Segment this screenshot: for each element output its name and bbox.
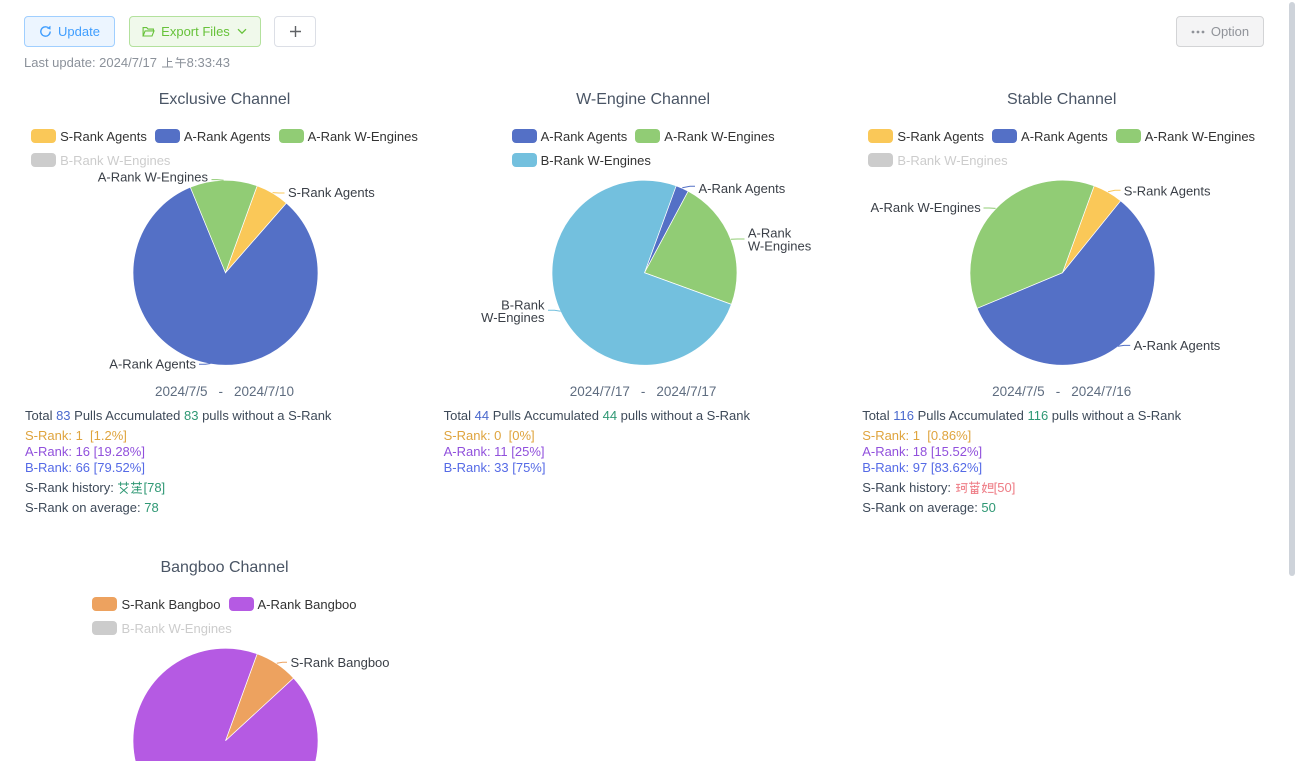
- svg-text:W-Engines: W-Engines: [747, 238, 811, 253]
- svg-text:W-Engines: W-Engines: [481, 310, 545, 325]
- svg-text:A-Rank Agents: A-Rank Agents: [109, 356, 196, 371]
- svg-text:A-Rank W-Engines: A-Rank W-Engines: [98, 170, 209, 185]
- svg-text:S-Rank Agents: S-Rank Agents: [1124, 184, 1211, 199]
- svg-text:S-Rank Bangboo: S-Rank Bangboo: [291, 655, 390, 670]
- svg-text:B-Rank: B-Rank: [501, 298, 545, 313]
- svg-text:A-Rank Agents: A-Rank Agents: [698, 181, 785, 196]
- svg-text:A-Rank W-Engines: A-Rank W-Engines: [871, 200, 982, 215]
- svg-text:A-Rank Agents: A-Rank Agents: [1134, 338, 1221, 353]
- svg-text:A-Rank: A-Rank: [747, 225, 791, 240]
- svg-text:S-Rank Agents: S-Rank Agents: [288, 185, 375, 200]
